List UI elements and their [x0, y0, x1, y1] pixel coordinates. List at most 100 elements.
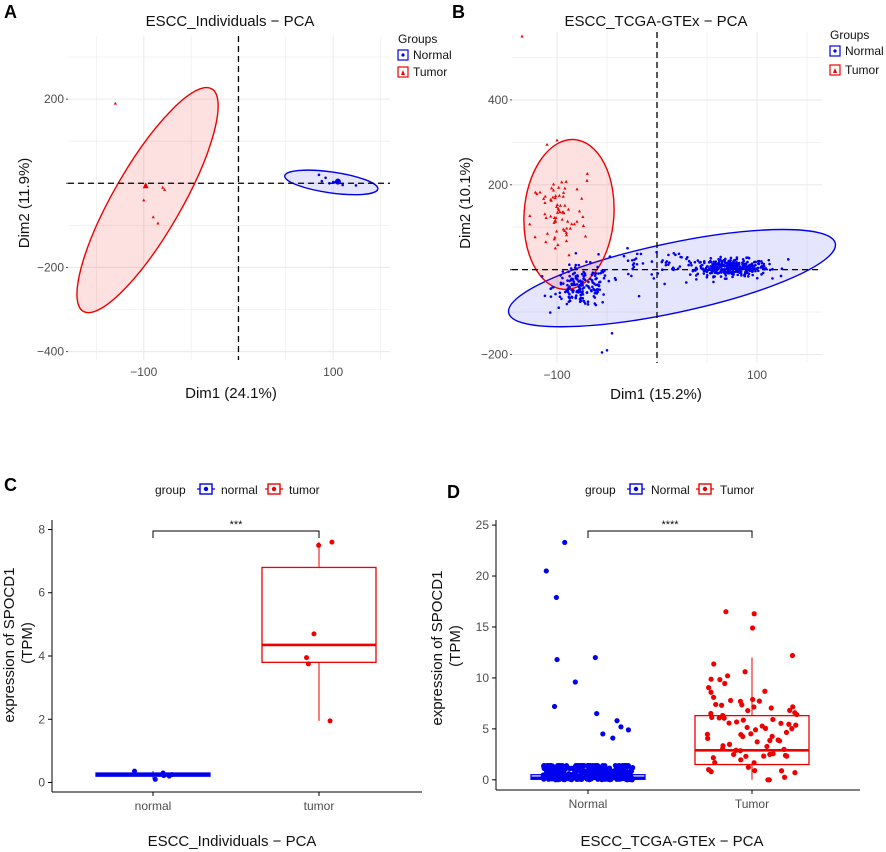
data-point-normal: [723, 272, 727, 275]
data-point-normal: [561, 270, 565, 273]
data-point-normal: [610, 735, 616, 741]
data-point-normal: [732, 271, 735, 275]
data-point-normal: [570, 283, 574, 287]
data-point-normal: [724, 270, 727, 273]
data-point-tumor: [710, 755, 716, 761]
data-point-normal: [695, 278, 698, 281]
confidence-ellipse-tumor: [76, 86, 219, 314]
panel-a: A ESCC_Individuals − PCA −100 100200−200−…: [4, 2, 452, 402]
data-point-normal: [695, 267, 699, 271]
panel-c-y-axis-label-line2: (TPM): [19, 622, 36, 664]
data-point-normal: [729, 256, 733, 260]
panel-a-legend: Groups Normal Tumor: [397, 32, 452, 79]
data-point-normal: [760, 273, 763, 276]
data-point-normal: [705, 273, 709, 277]
data-point-normal: [729, 271, 733, 275]
data-point-normal: [567, 765, 573, 772]
data-point-tumor: [528, 222, 532, 226]
data-point-normal: [564, 776, 570, 782]
data-point-tumor: [789, 726, 795, 732]
data-point-normal: [605, 348, 609, 352]
data-point-normal: [557, 306, 561, 309]
y-tick-label: 25: [476, 518, 490, 532]
data-point-tumor: [327, 718, 333, 724]
panel-c-x-axis-label: ESCC_Individuals − PCA: [148, 833, 317, 850]
data-point-normal: [599, 271, 602, 275]
data-point-normal: [707, 261, 711, 264]
data-point-normal: [754, 269, 757, 273]
panel-b-legend-tumor: Tumor: [845, 63, 879, 77]
data-point-normal: [568, 274, 571, 278]
data-point-normal: [732, 273, 735, 276]
data-point-tumor: [316, 542, 322, 548]
data-point-normal: [576, 275, 579, 278]
data-point-normal: [779, 274, 783, 278]
data-point-normal: [668, 261, 671, 264]
data-point-tumor: [561, 194, 565, 198]
data-point-normal: [618, 724, 624, 730]
data-point-normal: [689, 261, 693, 265]
data-point-tumor: [572, 222, 576, 226]
data-point-normal: [717, 264, 720, 267]
data-point-tumor: [561, 227, 565, 231]
data-point-tumor: [553, 246, 557, 250]
data-point-normal: [601, 270, 605, 274]
data-point-tumor: [560, 210, 565, 214]
data-point-normal: [780, 267, 784, 270]
data-point-normal: [583, 302, 587, 305]
data-point-tumor: [752, 767, 758, 774]
data-point-normal: [561, 282, 565, 285]
panel-c-y-axis-label-line1: expression of SPOCD1: [1, 568, 18, 723]
y-tick-label: 8: [38, 522, 45, 536]
data-point-tumor: [787, 707, 793, 713]
data-point-tumor: [551, 182, 556, 186]
data-point-tumor: [543, 194, 547, 198]
data-point-normal: [709, 256, 713, 260]
data-point-tumor: [749, 625, 756, 631]
data-point-normal: [743, 267, 747, 271]
data-point-normal: [623, 762, 629, 769]
data-point-normal: [650, 260, 654, 263]
data-point-normal: [690, 263, 693, 267]
data-point-normal: [754, 260, 757, 264]
data-point-tumor: [556, 243, 560, 247]
panel-a-legend-normal: Normal: [413, 48, 452, 62]
data-point-normal: [713, 275, 716, 278]
y-tick-label: 200: [488, 178, 508, 192]
panel-b-legend-title: Groups: [830, 28, 869, 42]
data-point-normal: [581, 287, 584, 291]
data-point-normal: [680, 255, 683, 259]
panel-c-y-axis-label: expression of SPOCD1 (TPM): [1, 563, 36, 722]
data-point-normal: [626, 771, 632, 777]
data-point-normal: [554, 656, 560, 663]
data-point-normal: [596, 265, 599, 269]
data-point-normal: [746, 275, 750, 278]
data-point-normal: [577, 290, 580, 294]
panel-d-y-axis-label-line1: expression of SPOCD1: [429, 571, 446, 726]
panel-d-plot-area: 0 5 10 15 20 25 Normal Tumor ****: [476, 518, 860, 811]
data-point-normal: [572, 679, 578, 685]
data-point-normal: [702, 272, 706, 275]
data-point-tumor: [784, 753, 790, 759]
data-point-normal: [713, 261, 717, 265]
data-point-tumor: [708, 676, 714, 682]
data-point-normal: [579, 293, 583, 297]
data-point-tumor: [717, 676, 723, 683]
data-point-tumor: [718, 702, 725, 708]
data-point-normal: [725, 262, 729, 265]
data-point-normal: [543, 770, 550, 776]
y-tick-label: 0: [38, 776, 45, 790]
data-point-tumor: [705, 735, 711, 742]
data-point-tumor: [712, 759, 718, 766]
data-point-normal: [744, 263, 748, 266]
data-point-normal: [720, 261, 724, 265]
data-point-normal: [551, 286, 554, 289]
data-point-normal: [542, 774, 548, 780]
data-point-tumor: [533, 235, 537, 239]
data-point-normal: [543, 568, 549, 574]
data-point-normal: [543, 294, 547, 298]
data-point-normal: [725, 264, 729, 267]
data-point-normal: [600, 351, 604, 354]
data-point-normal: [751, 269, 754, 273]
data-point-normal: [575, 283, 579, 286]
